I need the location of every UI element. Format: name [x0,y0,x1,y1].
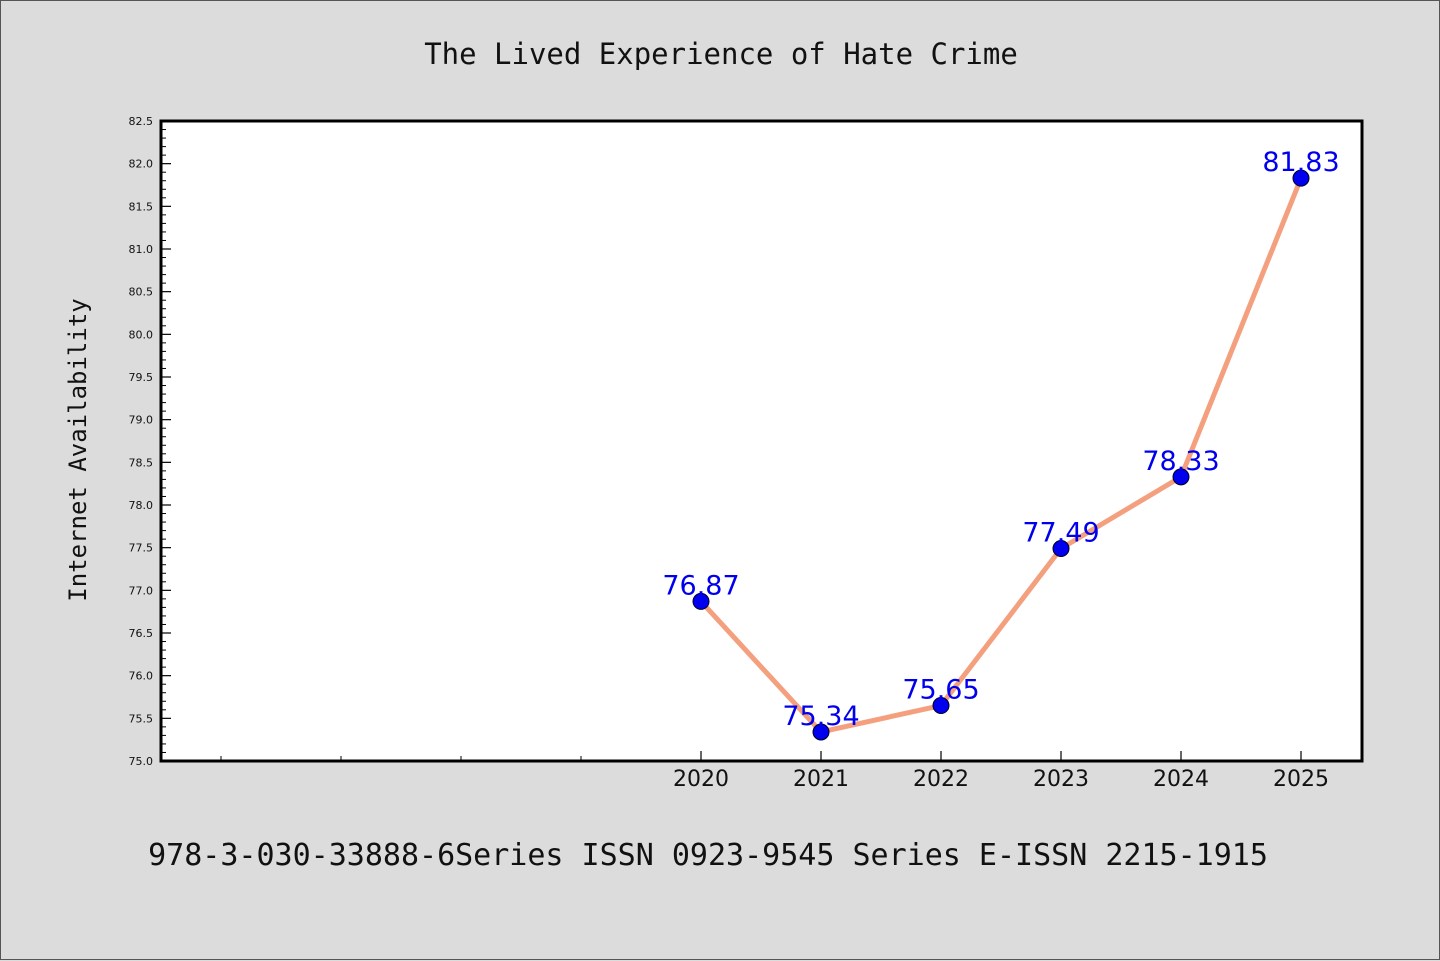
y-tick-label: 75.0 [129,755,154,768]
data-label: 75.34 [782,701,859,732]
y-tick-label: 80.0 [129,328,154,341]
y-axis-label: Internet Availability [64,298,92,601]
y-tick-label: 75.5 [129,712,154,725]
x-tick-label: 2020 [673,767,729,792]
y-tick-label: 81.5 [129,200,154,213]
y-tick-label: 82.5 [129,115,154,128]
x-tick-label: 2022 [913,767,969,792]
data-label: 78.33 [1142,446,1219,477]
y-tick-label: 79.5 [129,371,154,384]
y-tick-label: 78.0 [129,499,154,512]
data-point [812,723,830,741]
y-tick-label: 78.5 [129,456,154,469]
data-point [1052,540,1070,558]
series-line [698,175,1304,735]
data-point [1172,468,1190,486]
plot-area [161,121,1362,761]
chart-title: The Lived Experience of Hate Crime [424,37,1018,71]
footer-isbn-text: 978-3-030-33888-6Series ISSN 0923-9545 S… [148,838,1268,873]
y-axis: 75.0 75.5 76.0 76.5 77.0 77.5 78.0 78.5 79.0 79.5… [129,115,171,768]
y-tick-label: 76.5 [129,627,154,640]
x-tick-label: 2023 [1033,767,1089,792]
data-label: 77.49 [1022,518,1099,549]
y-tick-label: 76.0 [129,670,154,683]
x-tick-label: 2021 [793,767,849,792]
data-point [1292,169,1310,187]
data-point [932,697,950,715]
y-tick-label: 79.0 [129,414,154,427]
series-group: 76.87 75.34 75.65 77.49 78.33 81.83 [662,147,1340,741]
y-tick-label: 82.0 [129,158,154,171]
data-label: 76.87 [662,570,739,601]
y-tick-label: 81.0 [129,243,154,256]
x-tick-label: 2024 [1153,767,1209,792]
x-axis: 2020 2021 2022 2023 2024 2025 [220,751,1329,792]
data-label: 81.83 [1262,147,1339,178]
data-label: 75.65 [902,675,979,706]
plot-border [159,119,1364,763]
y-tick-label: 80.5 [129,286,154,299]
data-point [692,592,710,610]
y-tick-label: 77.5 [129,542,154,555]
y-tick-label: 77.0 [129,584,154,597]
x-tick-label: 2025 [1273,767,1329,792]
